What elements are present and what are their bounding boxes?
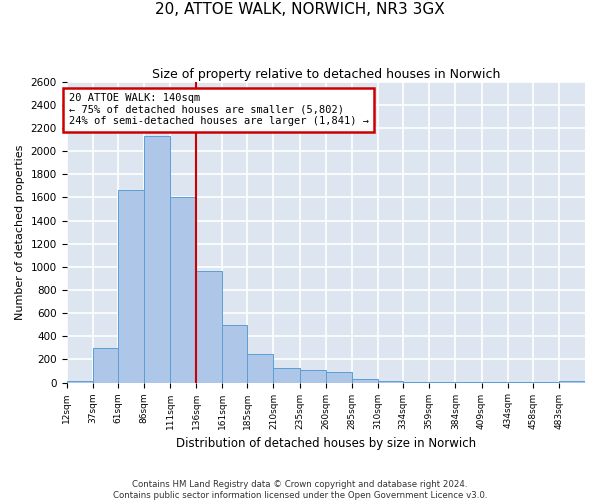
Y-axis label: Number of detached properties: Number of detached properties	[15, 144, 25, 320]
Bar	[144, 136, 170, 382]
Title: Size of property relative to detached houses in Norwich: Size of property relative to detached ho…	[152, 68, 500, 80]
Bar	[299, 370, 326, 382]
Bar	[247, 354, 274, 382]
Bar	[170, 198, 196, 382]
Bar	[274, 368, 299, 382]
Bar	[222, 324, 247, 382]
Bar	[352, 378, 378, 382]
Text: Contains HM Land Registry data © Crown copyright and database right 2024.
Contai: Contains HM Land Registry data © Crown c…	[113, 480, 487, 500]
Bar	[92, 348, 118, 382]
Bar	[559, 381, 585, 382]
Bar	[118, 190, 144, 382]
X-axis label: Distribution of detached houses by size in Norwich: Distribution of detached houses by size …	[176, 437, 476, 450]
Text: 20, ATTOE WALK, NORWICH, NR3 3GX: 20, ATTOE WALK, NORWICH, NR3 3GX	[155, 2, 445, 18]
Bar	[196, 272, 222, 382]
Text: 20 ATTOE WALK: 140sqm
← 75% of detached houses are smaller (5,802)
24% of semi-d: 20 ATTOE WALK: 140sqm ← 75% of detached …	[68, 93, 368, 126]
Bar	[326, 372, 352, 382]
